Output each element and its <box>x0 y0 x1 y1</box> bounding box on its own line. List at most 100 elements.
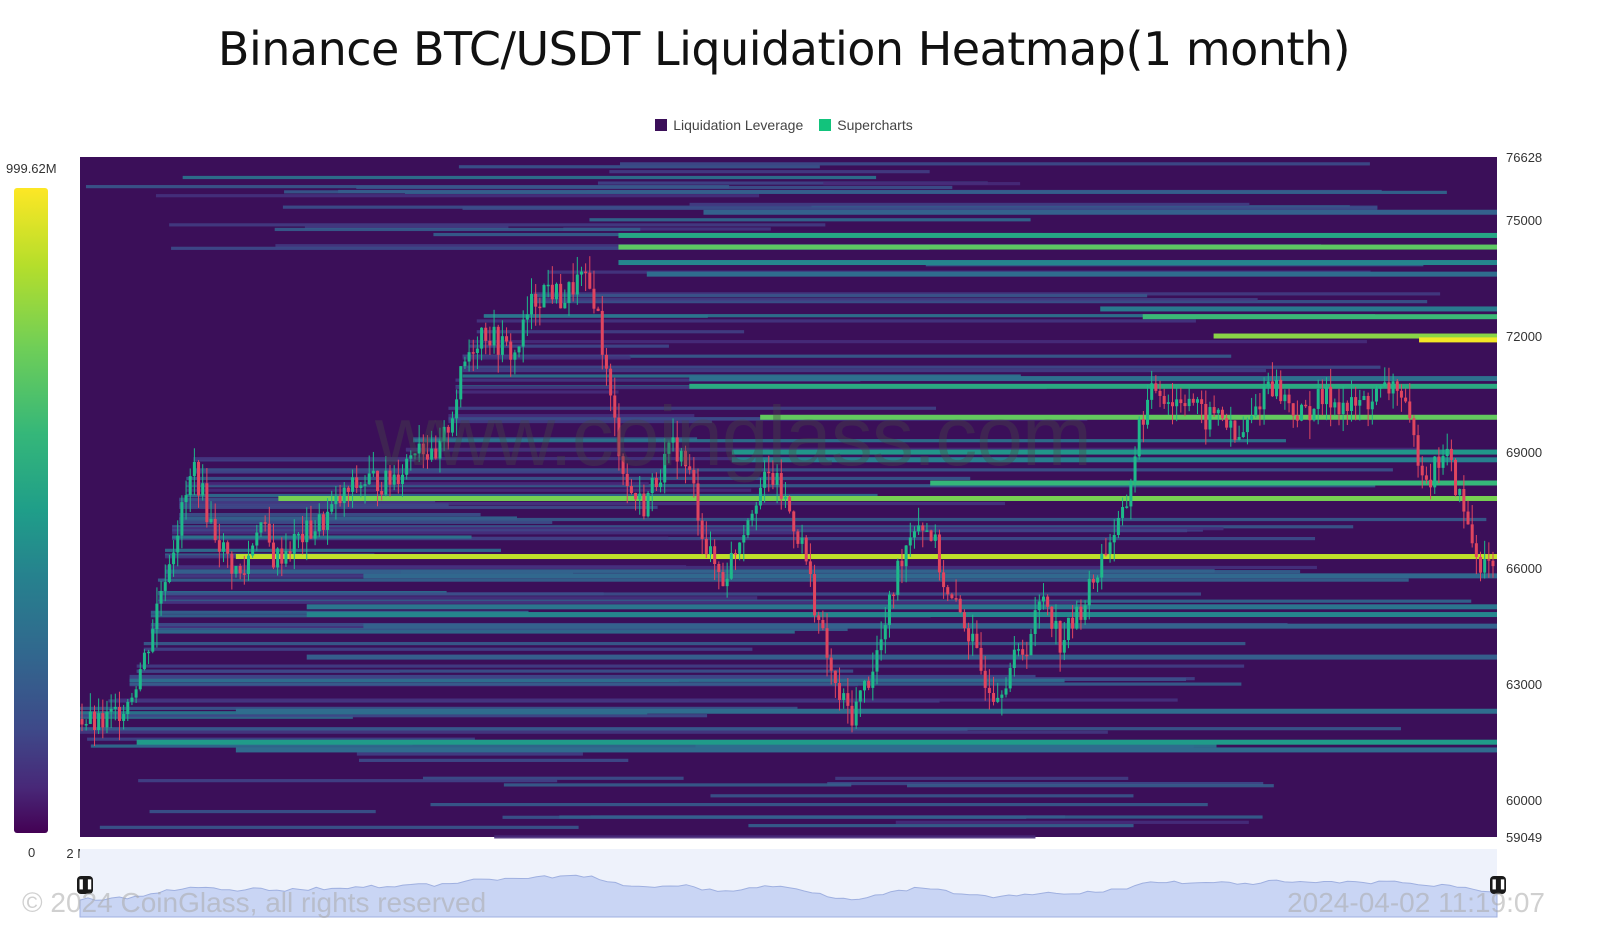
heatmap-cell <box>179 505 658 509</box>
candle-body <box>205 483 209 523</box>
heatmap-cell <box>80 727 1401 731</box>
candle-body <box>1041 596 1045 602</box>
heatmap-cell <box>80 714 708 718</box>
heatmap-cell <box>304 225 509 230</box>
candle-body <box>197 461 201 496</box>
heatmap-band <box>235 747 1497 753</box>
heatmap-cell <box>358 758 629 762</box>
candle-body <box>1154 383 1158 391</box>
heatmap-cell <box>835 776 1129 780</box>
candle-body <box>330 504 334 512</box>
candle-body <box>530 293 534 315</box>
candle-body <box>1116 517 1120 536</box>
candle-body <box>442 426 446 441</box>
heatmap-cell <box>165 548 501 552</box>
y-tick-label: 72000 <box>1506 329 1542 344</box>
heatmap-cell <box>182 175 877 180</box>
candle-body <box>783 496 787 499</box>
heatmap-cell <box>171 246 930 250</box>
legend-item-supercharts[interactable]: Supercharts <box>819 117 913 133</box>
candle-body <box>1075 606 1079 629</box>
candle-body <box>679 450 683 462</box>
candle-body <box>838 682 842 700</box>
candle-body <box>796 531 800 544</box>
candle-body <box>1183 403 1187 407</box>
candle-body <box>571 282 575 295</box>
candle-body <box>667 442 671 454</box>
candle-body <box>417 443 421 454</box>
candle-body <box>1141 419 1145 425</box>
candle-body <box>1071 617 1075 629</box>
candle-body <box>92 711 96 730</box>
heatmap-cell <box>476 319 1196 323</box>
candle-body <box>858 690 862 702</box>
candle-body <box>721 572 725 587</box>
candle-body <box>376 470 380 491</box>
candle-body <box>159 590 163 604</box>
candle-body <box>1033 610 1037 634</box>
candle-body <box>663 453 667 483</box>
candle-body <box>1066 617 1070 641</box>
heatmap-cell <box>405 447 1417 451</box>
candle-body <box>255 532 259 546</box>
heatmap-cell <box>412 437 698 441</box>
candle-body <box>992 692 996 702</box>
candle-body <box>1333 402 1337 408</box>
candle-body <box>371 470 375 474</box>
candle-body <box>338 495 342 504</box>
candle-body <box>138 669 142 690</box>
candle-body <box>246 555 250 574</box>
candle-body <box>1312 408 1316 421</box>
heatmap-cell <box>483 314 1376 318</box>
heatmap-band <box>1419 337 1497 343</box>
candle-body <box>109 708 113 712</box>
candle-body <box>226 542 230 554</box>
candle-body <box>983 670 987 688</box>
candle-body <box>908 537 912 546</box>
candle-body <box>101 713 105 728</box>
candle-body <box>634 492 638 500</box>
candle-body <box>550 284 554 300</box>
candle-body <box>813 574 817 616</box>
candle-body <box>896 560 900 595</box>
candle-body <box>833 670 837 683</box>
candle-body <box>230 553 234 574</box>
candle-body <box>1479 556 1483 573</box>
legend-label-supercharts: Supercharts <box>837 117 913 133</box>
heatmap-cell <box>169 223 826 227</box>
candle-body <box>380 490 384 495</box>
candle-body <box>1379 386 1383 389</box>
candle-body <box>1121 507 1125 518</box>
candle-body <box>696 483 700 521</box>
heatmap-cell <box>597 181 988 185</box>
heatmap-cell <box>455 378 861 382</box>
candle-body <box>209 518 213 523</box>
heatmap-cell <box>448 406 937 410</box>
heatmap-cell <box>179 520 553 524</box>
heatmap-cell <box>469 340 1367 344</box>
navigator-series <box>79 874 1498 918</box>
candle-body <box>1037 601 1041 611</box>
candle-body <box>808 561 812 575</box>
candle-body <box>488 340 492 346</box>
candle-body <box>1316 389 1320 409</box>
candle-body <box>1108 542 1112 554</box>
candle-body <box>1025 654 1029 657</box>
candle-body <box>480 327 484 349</box>
candle-body <box>163 582 167 591</box>
candle-body <box>1208 407 1212 430</box>
heatmap-cell <box>179 503 449 507</box>
legend-item-liquidation-leverage[interactable]: Liquidation Leverage <box>655 117 803 133</box>
candle-body <box>975 633 979 648</box>
candle-body <box>130 697 134 702</box>
candle-body <box>450 418 454 433</box>
candle-body <box>430 448 434 460</box>
candle-body <box>979 647 983 671</box>
candle-body <box>750 513 754 521</box>
heatmap-band <box>703 209 1497 215</box>
range-handle-left[interactable]: ❚❚ <box>77 876 94 894</box>
range-handle-right[interactable]: ❚❚ <box>1490 876 1507 894</box>
candle-body <box>1204 403 1208 430</box>
candle-body <box>1291 403 1295 416</box>
candle-body <box>967 628 971 642</box>
